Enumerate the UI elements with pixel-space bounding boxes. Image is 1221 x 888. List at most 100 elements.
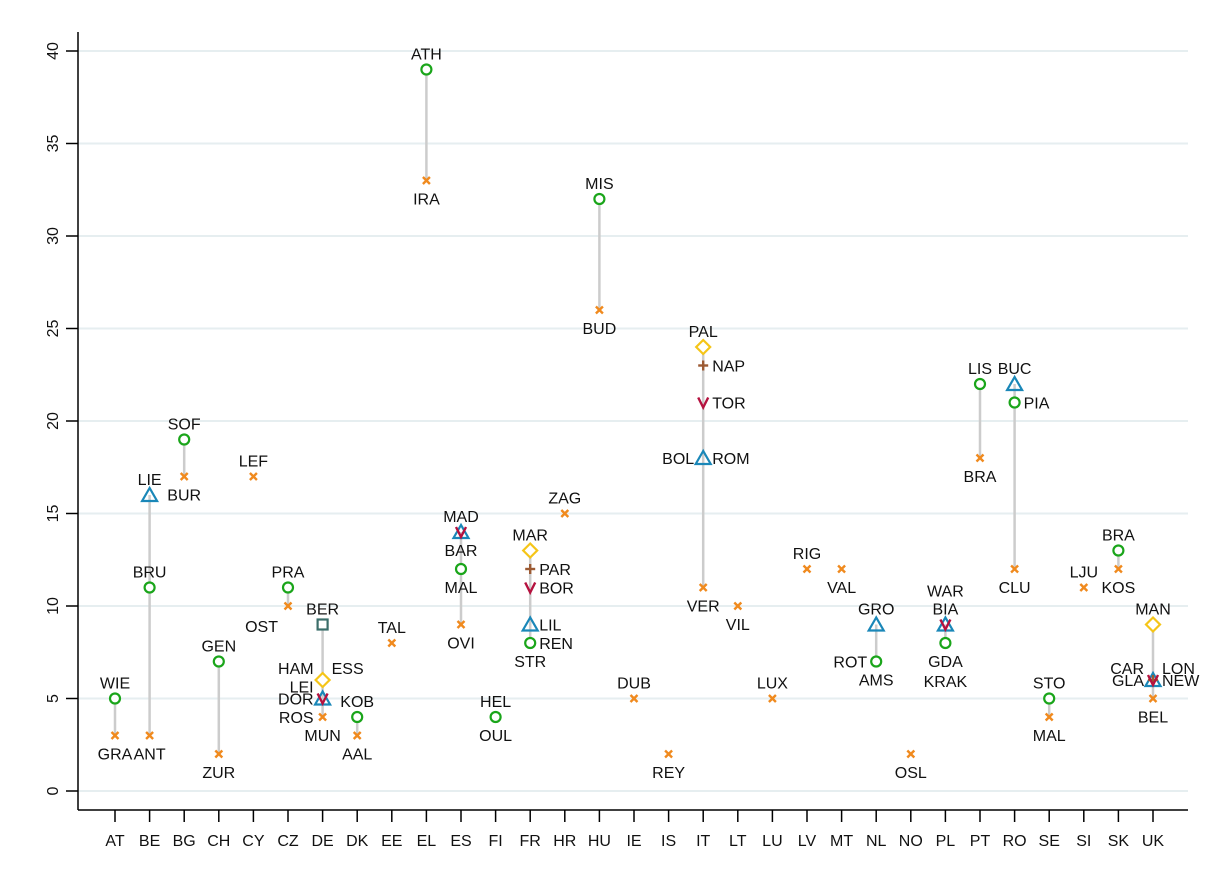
point-label: KOB	[340, 694, 374, 711]
x-stroke	[975, 453, 985, 463]
v-marker	[1146, 674, 1160, 688]
y-tick-label: 40	[45, 42, 62, 60]
point-label: OUL	[479, 728, 512, 745]
x-tick-label: CH	[207, 833, 230, 850]
x-stroke	[595, 305, 604, 315]
y-tick-label: 15	[45, 505, 62, 523]
y-tick-label: 5	[45, 694, 62, 703]
point-labels: WIE GRA LIE BRU ANT SOF BUR GEN ZUR LEF PRA OST BER H…	[98, 47, 1201, 783]
point-label: MAR	[512, 528, 548, 545]
point-label: VIL	[726, 617, 750, 634]
x-marker	[837, 564, 846, 574]
x-tick-label: BG	[173, 833, 196, 850]
x-marker	[1044, 712, 1054, 722]
x-marker	[698, 583, 708, 592]
point-label: ESS	[332, 661, 364, 678]
point-label: MIS	[585, 176, 613, 193]
diamond-marker	[1144, 615, 1162, 634]
point-label: DOR	[278, 692, 314, 709]
point-label: MAD	[443, 509, 479, 526]
y-tick-label: 35	[45, 135, 62, 153]
x-stroke	[352, 731, 362, 740]
diamond-marker	[314, 671, 332, 689]
x-marker	[456, 620, 466, 629]
x-tick-label: EL	[417, 833, 437, 850]
triangle-marker	[1005, 374, 1025, 392]
x-marker	[733, 601, 743, 611]
x-tick-label: LU	[762, 833, 782, 850]
x-marker	[1114, 564, 1123, 574]
point-label: LIL	[539, 618, 561, 635]
x-marker	[802, 564, 812, 574]
point-label: NEW	[1162, 673, 1200, 690]
x-stroke	[1148, 694, 1158, 703]
x-marker	[110, 731, 120, 740]
point-label: LON	[1162, 661, 1195, 678]
x-tick-label: RO	[1003, 833, 1027, 850]
point-label: DUB	[617, 676, 651, 693]
diamond-marker	[694, 338, 712, 356]
circle-marker	[212, 655, 225, 668]
v-marker	[697, 396, 710, 411]
range-lines	[113, 69, 1155, 754]
circle-marker	[281, 581, 295, 594]
point-label: BEL	[1138, 710, 1168, 727]
point-label: PAR	[539, 562, 571, 579]
x-stroke	[318, 712, 327, 722]
point-label: LIE	[138, 472, 162, 489]
point-label: LUX	[757, 676, 788, 693]
x-tick-label: AT	[105, 833, 124, 850]
x-marker	[249, 472, 258, 481]
point-label: BUD	[583, 321, 617, 338]
x-tick-label: ES	[450, 833, 471, 850]
x-stroke	[145, 731, 154, 740]
point-label: STO	[1033, 676, 1066, 693]
x-marker	[975, 453, 985, 463]
point-label: WAR	[927, 584, 964, 601]
circle-marker	[178, 433, 191, 446]
diamond-marker	[521, 541, 539, 560]
axes: 0 5 10 15 20 25 30 35 40 AT BE BG CH CY CZ DE DK EE EL ES FI…	[45, 32, 1188, 850]
point-label: ROM	[712, 451, 749, 468]
x-stroke	[837, 564, 846, 574]
markers	[108, 63, 1163, 759]
x-marker	[179, 472, 189, 481]
point-label: ZAG	[548, 491, 581, 508]
x-stroke	[560, 509, 570, 518]
x-tick-label: SI	[1076, 833, 1091, 850]
point-label: AAL	[342, 747, 372, 764]
circle-marker	[108, 692, 122, 705]
x-tick-label: SE	[1039, 833, 1060, 850]
point-label: BUC	[998, 361, 1032, 378]
x-stroke	[1044, 712, 1054, 722]
point-label: BUR	[167, 488, 201, 505]
x-tick-label: CZ	[277, 833, 299, 850]
x-tick-label: FI	[488, 833, 502, 850]
point-label: REN	[539, 636, 573, 653]
x-tick-label: SK	[1108, 833, 1130, 850]
point-label: RIG	[793, 546, 821, 563]
point-label: BOL	[662, 451, 694, 468]
x-tick-label: BE	[139, 833, 160, 850]
point-label: AMS	[859, 673, 894, 690]
x-tick-label: DE	[311, 833, 333, 850]
point-label: TOR	[712, 396, 745, 413]
x-tick-label: MT	[830, 833, 853, 850]
circle-marker	[454, 562, 468, 576]
point-label: CAR	[1110, 661, 1144, 678]
x-marker	[560, 509, 570, 518]
point-label: BAR	[445, 543, 478, 560]
x-stroke	[698, 583, 708, 592]
point-label: GEN	[201, 639, 236, 656]
x-marker	[1079, 583, 1089, 592]
x-tick-label: NL	[866, 833, 887, 850]
x-stroke	[214, 749, 224, 759]
point-label: IRA	[413, 192, 440, 209]
x-stroke	[802, 564, 812, 574]
x-tick-label: LV	[798, 833, 817, 850]
triangle-marker	[520, 615, 540, 632]
point-label: HAM	[278, 661, 314, 678]
square-marker	[316, 618, 329, 631]
point-label: PAL	[689, 324, 718, 341]
